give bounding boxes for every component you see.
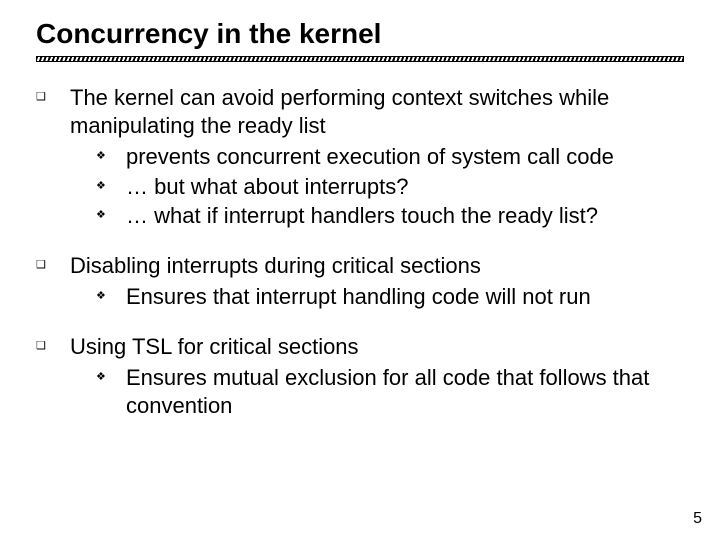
slide-title: Concurrency in the kernel: [36, 18, 684, 50]
sub-list-item: ❖ Ensures that interrupt handling code w…: [96, 283, 684, 311]
list-item-text: Disabling interrupts during critical sec…: [70, 252, 684, 280]
list-item-text: The kernel can avoid performing context …: [70, 84, 684, 139]
sub-list-item-text: Ensures mutual exclusion for all code th…: [126, 364, 684, 419]
diamond-bullet-icon: ❖: [96, 283, 126, 311]
sub-list-item: ❖ … what if interrupt handlers touch the…: [96, 202, 684, 230]
section-gap: [36, 232, 684, 252]
square-bullet-icon: ❑: [36, 333, 70, 361]
list-item: ❑ The kernel can avoid performing contex…: [36, 84, 684, 139]
diamond-bullet-icon: ❖: [96, 173, 126, 201]
list-item: ❑ Using TSL for critical sections: [36, 333, 684, 361]
diamond-bullet-icon: ❖: [96, 364, 126, 419]
square-bullet-icon: ❑: [36, 252, 70, 280]
sub-list-item: ❖ … but what about interrupts?: [96, 173, 684, 201]
square-bullet-icon: ❑: [36, 84, 70, 139]
sub-list-item-text: Ensures that interrupt handling code wil…: [126, 283, 684, 311]
sub-list-item-text: … what if interrupt handlers touch the r…: [126, 202, 684, 230]
sub-list-item: ❖ prevents concurrent execution of syste…: [96, 143, 684, 171]
bullet-list: ❑ The kernel can avoid performing contex…: [36, 84, 684, 419]
sub-list-item: ❖ Ensures mutual exclusion for all code …: [96, 364, 684, 419]
sub-list-item-text: prevents concurrent execution of system …: [126, 143, 684, 171]
list-item: ❑ Disabling interrupts during critical s…: [36, 252, 684, 280]
title-underline: [36, 56, 684, 62]
slide: Concurrency in the kernel ❑ The kernel c…: [0, 0, 720, 540]
diamond-bullet-icon: ❖: [96, 202, 126, 230]
list-item-text: Using TSL for critical sections: [70, 333, 684, 361]
diamond-bullet-icon: ❖: [96, 143, 126, 171]
sub-list-item-text: … but what about interrupts?: [126, 173, 684, 201]
section-gap: [36, 313, 684, 333]
page-number: 5: [693, 510, 702, 528]
